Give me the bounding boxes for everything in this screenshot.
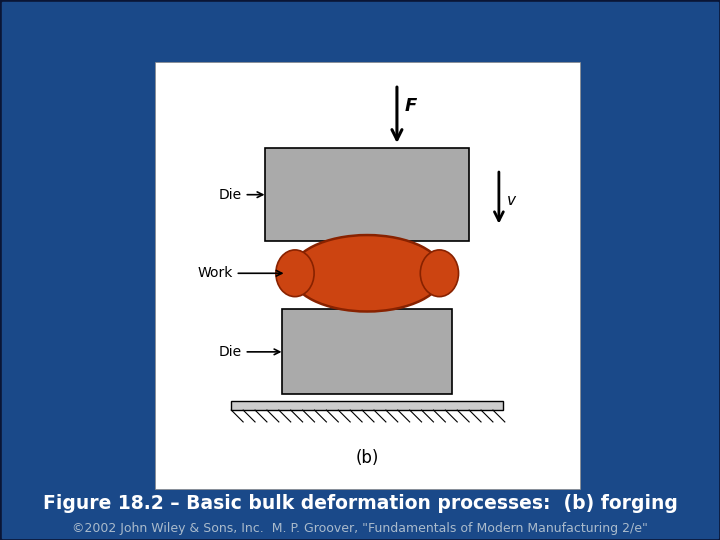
- Bar: [68, 51, 652, 489]
- Bar: [78, 59, 642, 481]
- Bar: [148, 111, 572, 429]
- Bar: [162, 122, 558, 418]
- Bar: [138, 103, 582, 437]
- Bar: [40, 30, 680, 510]
- Bar: [88, 66, 632, 474]
- Bar: [106, 79, 614, 461]
- Bar: [48, 36, 672, 504]
- Bar: [112, 84, 608, 456]
- Bar: [160, 120, 560, 420]
- Bar: [120, 90, 600, 450]
- Text: Figure 18.2 – Basic bulk deformation processes:  (b) forging: Figure 18.2 – Basic bulk deformation pro…: [42, 494, 678, 514]
- Bar: [108, 81, 612, 459]
- Bar: [42, 32, 678, 508]
- Bar: [58, 44, 662, 496]
- Bar: [104, 78, 616, 462]
- Bar: [150, 113, 570, 427]
- Bar: [50, 37, 670, 503]
- Bar: [135, 102, 585, 438]
- Bar: [99, 74, 621, 465]
- Bar: [45, 33, 675, 507]
- Bar: [132, 99, 588, 441]
- Bar: [86, 64, 634, 476]
- Bar: [94, 71, 626, 469]
- Bar: [122, 91, 598, 449]
- Bar: [178, 133, 542, 407]
- Bar: [174, 130, 546, 410]
- Bar: [117, 87, 603, 453]
- Bar: [52, 39, 668, 501]
- Bar: [124, 93, 596, 447]
- Bar: [168, 126, 552, 414]
- Bar: [130, 98, 590, 442]
- Bar: [76, 57, 644, 483]
- Bar: [180, 135, 540, 405]
- Bar: [90, 68, 630, 472]
- Bar: [102, 76, 618, 464]
- Bar: [66, 49, 654, 491]
- Bar: [63, 47, 657, 492]
- Bar: [74, 56, 646, 484]
- Bar: [166, 125, 554, 415]
- Bar: [156, 117, 564, 423]
- Bar: [171, 129, 549, 411]
- Bar: [54, 40, 666, 500]
- Bar: [72, 54, 648, 486]
- Bar: [158, 118, 562, 422]
- Bar: [38, 29, 682, 511]
- Bar: [142, 106, 578, 434]
- Text: ©2002 John Wiley & Sons, Inc.  M. P. Groover, "Fundamentals of Modern Manufactur: ©2002 John Wiley & Sons, Inc. M. P. Groo…: [72, 522, 648, 535]
- Bar: [146, 110, 574, 430]
- Bar: [140, 105, 580, 435]
- Bar: [176, 132, 544, 408]
- Bar: [114, 86, 606, 454]
- Bar: [56, 42, 664, 498]
- Bar: [60, 45, 660, 495]
- Bar: [84, 63, 636, 477]
- Bar: [110, 83, 610, 457]
- Bar: [144, 108, 576, 432]
- Bar: [153, 115, 567, 426]
- Bar: [128, 96, 592, 444]
- Bar: [164, 123, 556, 417]
- Bar: [155, 62, 580, 489]
- Bar: [126, 94, 594, 445]
- Bar: [70, 52, 650, 488]
- Bar: [81, 60, 639, 480]
- Bar: [96, 72, 624, 468]
- Bar: [92, 69, 628, 471]
